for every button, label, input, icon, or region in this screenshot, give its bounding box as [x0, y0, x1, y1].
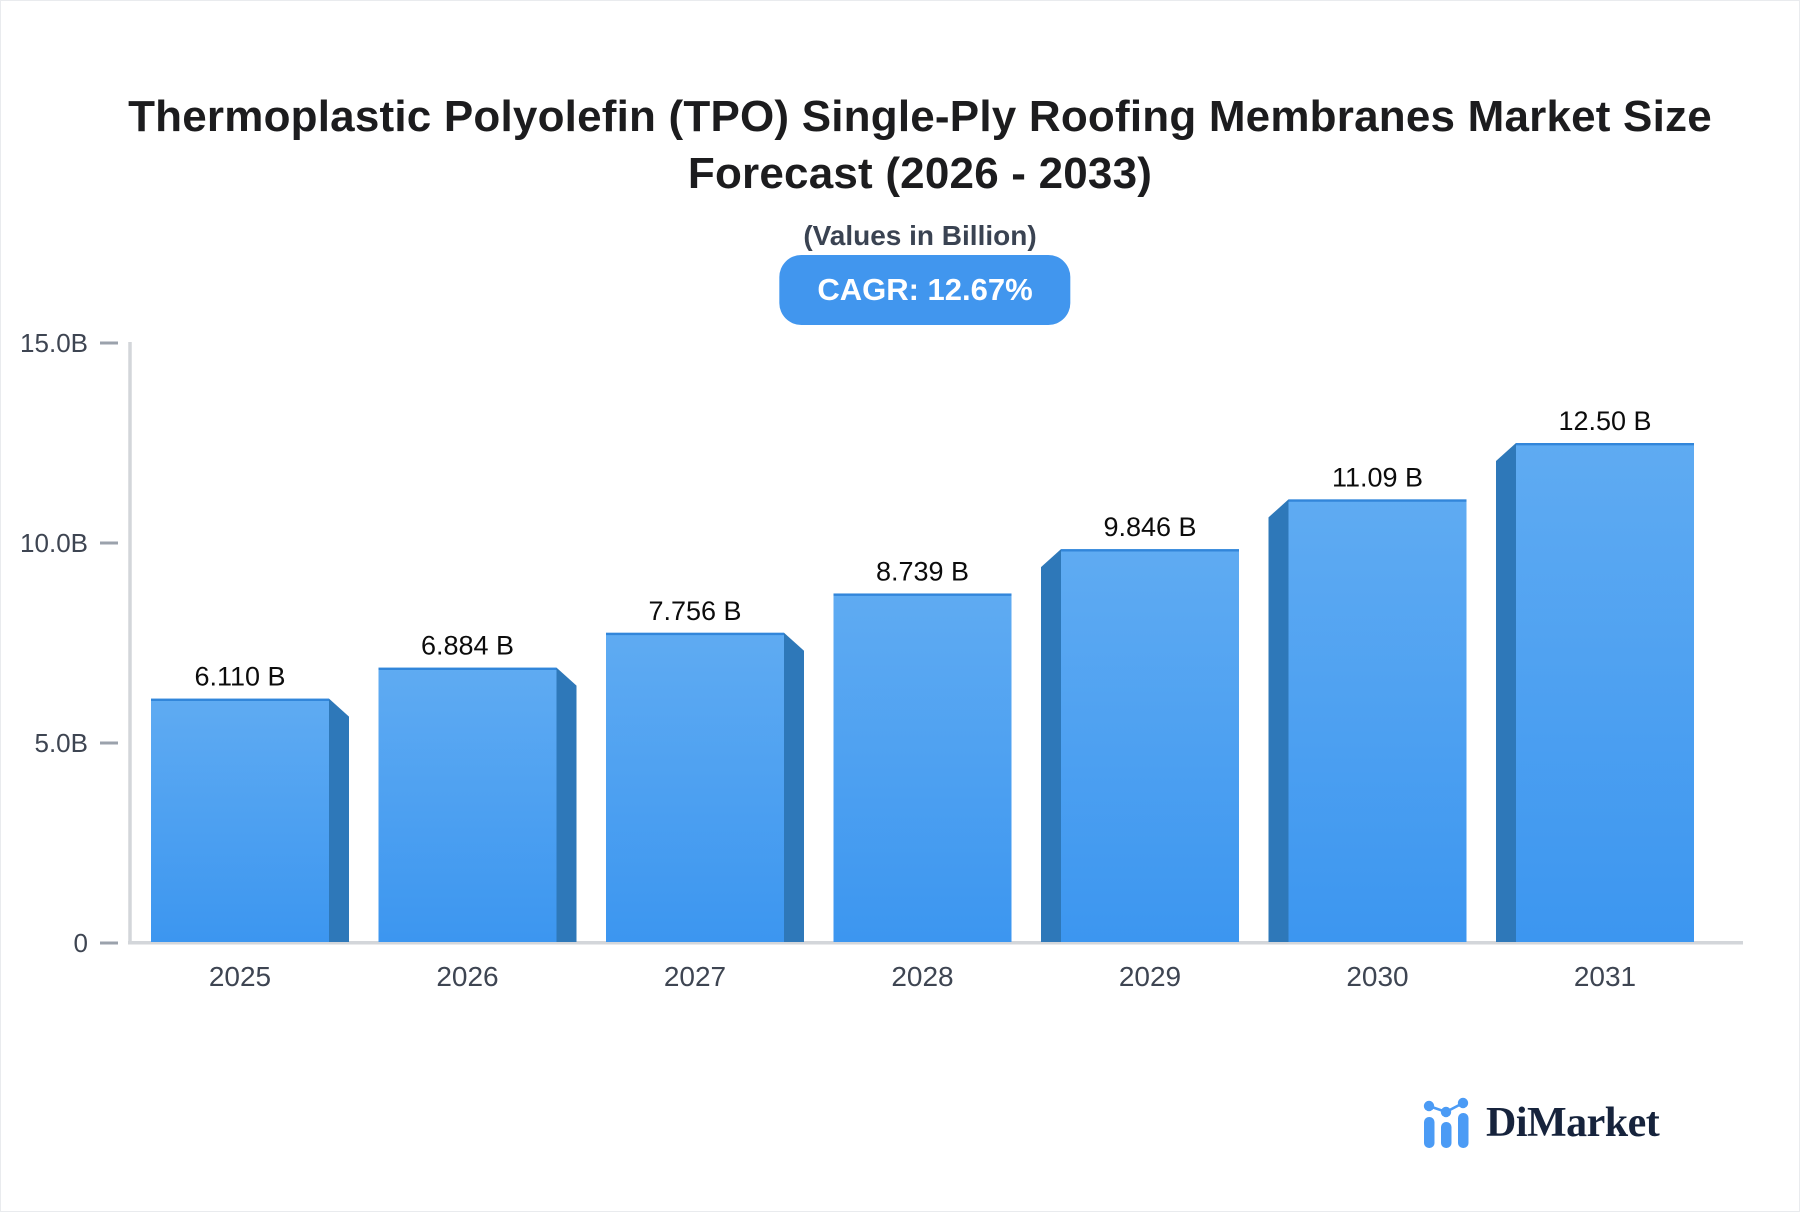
dimarket-logo: DiMarket [1422, 1096, 1660, 1150]
bar-value-label: 6.110 B [194, 662, 285, 692]
bar-body [1516, 443, 1694, 942]
bar-2030: 11.09 B 2030 [1268, 462, 1467, 992]
bar-side-face [784, 632, 804, 942]
chart-title-line2: Forecast (2026 - 2033) [687, 149, 1153, 198]
bar-side-face [1268, 499, 1289, 942]
bar-side-face [1041, 549, 1061, 942]
bar-body [1288, 499, 1467, 942]
bar-2031: 12.50 B 2031 [1496, 406, 1694, 992]
bar-body [606, 632, 784, 942]
x-axis-label: 2026 [436, 961, 498, 992]
bar-body [833, 593, 1012, 942]
bar-value-label: 11.09 B [1332, 462, 1423, 492]
dimarket-logo-icon [1423, 1097, 1469, 1148]
bar-body [151, 698, 329, 942]
bar-2027: 7.756 B 2027 [606, 596, 804, 992]
bar-side-face [1496, 443, 1516, 942]
bar-2028: 8.739 B 2028 [833, 556, 1012, 992]
cagr-badge: CAGR: 12.67% [779, 255, 1071, 325]
bar-body [1061, 549, 1239, 942]
chart-title: Thermoplastic Polyolefin (TPO) Single-Pl… [20, 88, 1800, 202]
y-tick-label: 15.0B [20, 328, 88, 358]
y-tick-label: 10.0B [20, 528, 88, 558]
bar-value-label: 8.739 B [876, 556, 969, 586]
bar-2025: 6.110 B 2025 [151, 662, 349, 992]
chart-title-line1: Thermoplastic Polyolefin (TPO) Single-Pl… [128, 92, 1712, 141]
x-axis-label: 2030 [1346, 961, 1408, 992]
x-axis-label: 2031 [1574, 961, 1636, 992]
x-axis-label: 2027 [664, 961, 726, 992]
y-tick-label: 0 [74, 928, 88, 958]
x-axis-label: 2028 [891, 961, 953, 992]
bar-value-label: 12.50 B [1558, 406, 1651, 436]
bar-side-face [329, 698, 349, 942]
bar-side-face [556, 667, 577, 942]
bar-value-label: 6.884 B [421, 631, 514, 661]
chart-subtitle: (Values in Billion) [803, 220, 1037, 251]
y-tick-label: 5.0B [35, 728, 89, 758]
dimarket-logo-text: DiMarket [1486, 1100, 1660, 1146]
x-axis-label: 2029 [1119, 961, 1181, 992]
bar-2029: 9.846 B 2029 [1041, 512, 1239, 992]
bar-value-label: 9.846 B [1103, 512, 1196, 542]
bar-value-label: 7.756 B [648, 596, 741, 626]
x-axis-label: 2025 [209, 961, 271, 992]
bar-2026: 6.884 B 2026 [378, 631, 577, 992]
bar-body [378, 667, 557, 942]
